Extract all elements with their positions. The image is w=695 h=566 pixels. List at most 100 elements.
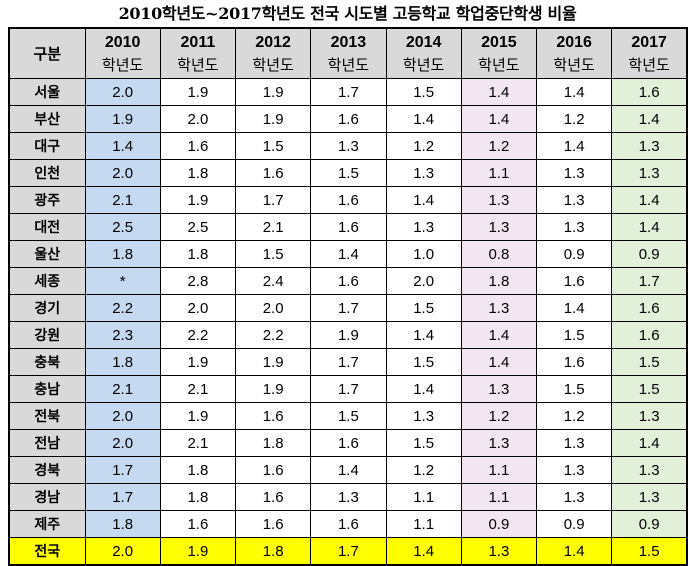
region-cell: 대구: [8, 132, 86, 160]
rate-cell: 1.6: [535, 348, 613, 376]
region-cell: 세종: [8, 267, 86, 295]
rate-cell: 1.2: [385, 132, 462, 160]
rate-cell: 1.4: [460, 105, 538, 133]
rate-cell: 1.5: [385, 348, 462, 376]
rate-cell: 1.1: [385, 510, 462, 538]
rate-cell: 1.9: [159, 537, 237, 566]
rate-cell: 1.4: [84, 132, 161, 160]
rate-cell: 1.4: [611, 429, 688, 457]
rate-cell: 1.3: [385, 402, 462, 430]
rate-cell: 1.4: [611, 105, 688, 133]
year-label: 2017: [631, 33, 667, 51]
rate-cell: 1.8: [159, 240, 237, 268]
rate-cell: 1.8: [84, 510, 161, 538]
rate-cell: 1.5: [385, 78, 462, 106]
rate-cell: 1.7: [310, 348, 387, 376]
rate-cell: 1.8: [84, 240, 161, 268]
header-row: 구분 2010 학년도 2011 학년도 2012 학년도 2013 학년도 2014 학…: [8, 27, 688, 79]
rate-cell: 1.8: [159, 456, 237, 484]
rate-cell: 0.9: [535, 240, 613, 268]
table-row: 서울 2.0 1.9 1.9 1.7 1.5 1.4 1.4 1.6: [8, 78, 688, 106]
rate-cell: 1.6: [611, 294, 688, 322]
table-row: 경남 1.7 1.8 1.6 1.3 1.1 1.1 1.3 1.3: [8, 483, 688, 511]
region-cell: 전북: [8, 402, 86, 430]
rate-cell: 1.3: [460, 186, 538, 214]
rate-cell: 1.3: [535, 429, 613, 457]
rate-cell: 0.9: [460, 510, 538, 538]
rate-cell: 1.7: [310, 78, 387, 106]
rate-cell: 1.7: [310, 294, 387, 322]
rate-cell: 0.8: [460, 240, 538, 268]
rate-cell: 1.8: [460, 267, 538, 295]
rate-cell: 1.2: [535, 105, 613, 133]
rate-cell: 2.0: [385, 267, 462, 295]
rate-cell: 2.5: [84, 213, 161, 241]
rate-cell: 2.0: [234, 294, 312, 322]
table-row: 대구 1.4 1.6 1.5 1.3 1.2 1.2 1.4 1.3: [8, 132, 688, 160]
year-header: 2015 학년도: [460, 27, 538, 79]
region-cell: 경기: [8, 294, 86, 322]
rate-cell: 1.8: [84, 348, 161, 376]
rate-cell: 1.3: [535, 159, 613, 187]
rate-cell: 1.8: [234, 537, 312, 566]
rate-cell: 1.6: [310, 213, 387, 241]
region-cell: 충북: [8, 348, 86, 376]
year-header: 2017 학년도: [611, 27, 688, 79]
rate-cell: 1.3: [460, 537, 538, 566]
rate-cell: 1.7: [84, 483, 161, 511]
rate-cell: 1.3: [310, 483, 387, 511]
rate-cell: 1.7: [84, 456, 161, 484]
rate-cell: 1.1: [385, 483, 462, 511]
rate-cell: 2.0: [159, 294, 237, 322]
rate-cell: 1.4: [385, 186, 462, 214]
rate-cell: 1.3: [611, 402, 688, 430]
table-row: 경기 2.2 2.0 2.0 1.7 1.5 1.3 1.4 1.6: [8, 294, 688, 322]
rate-cell: 1.7: [310, 537, 387, 566]
rate-cell: 1.3: [611, 159, 688, 187]
rate-cell: 1.3: [535, 213, 613, 241]
year-unit: 학년도: [402, 55, 445, 74]
rate-cell: 2.1: [84, 375, 161, 403]
dropout-rate-table: 구분 2010 학년도 2011 학년도 2012 학년도 2013 학년도 2014 학…: [8, 27, 688, 566]
table-body: 서울 2.0 1.9 1.9 1.7 1.5 1.4 1.4 1.6 부산 1.9 2.0 1.9 1.6…: [8, 78, 688, 566]
rate-cell: 1.3: [460, 294, 538, 322]
year-unit: 학년도: [628, 55, 670, 74]
rate-cell: 1.1: [460, 159, 538, 187]
rate-cell: 1.4: [535, 537, 613, 566]
region-cell: 울산: [8, 240, 86, 268]
rate-cell: 1.9: [159, 402, 237, 430]
rate-cell: 1.4: [460, 321, 538, 349]
year-header: 2010 학년도: [84, 27, 161, 79]
rate-cell: 1.7: [234, 186, 312, 214]
rate-cell: 1.9: [159, 186, 237, 214]
year-unit: 학년도: [177, 55, 219, 74]
rate-cell: 1.6: [234, 483, 312, 511]
rate-cell: 2.8: [159, 267, 237, 295]
rate-cell: 1.6: [611, 78, 688, 106]
rate-cell: 1.5: [611, 375, 688, 403]
rate-cell: 1.2: [385, 456, 462, 484]
year-header: 2012 학년도: [234, 27, 312, 79]
region-cell: 전남: [8, 429, 86, 457]
rate-cell: 1.4: [611, 213, 688, 241]
rate-cell: 0.9: [611, 510, 688, 538]
rate-cell: 1.3: [611, 132, 688, 160]
rate-cell: 1.8: [159, 483, 237, 511]
rate-cell: 1.9: [159, 78, 237, 106]
year-header: 2011 학년도: [159, 27, 237, 79]
rate-cell: 1.4: [385, 321, 462, 349]
rate-cell: 1.6: [159, 132, 237, 160]
rate-cell: 1.3: [385, 213, 462, 241]
rate-cell: 2.0: [84, 159, 161, 187]
rate-cell: 2.0: [84, 537, 161, 566]
rate-cell: 1.4: [611, 186, 688, 214]
rate-cell: 1.3: [460, 429, 538, 457]
rate-cell: 1.9: [84, 105, 161, 133]
year-unit: 학년도: [553, 55, 595, 74]
table-row: 광주 2.1 1.9 1.7 1.6 1.4 1.3 1.3 1.4: [8, 186, 688, 214]
rate-cell: 1.2: [460, 132, 538, 160]
rate-cell: 1.0: [385, 240, 462, 268]
rate-cell: 1.5: [535, 375, 613, 403]
rate-cell: 1.5: [310, 402, 387, 430]
table-row: 전북 2.0 1.9 1.6 1.5 1.3 1.2 1.2 1.3: [8, 402, 688, 430]
